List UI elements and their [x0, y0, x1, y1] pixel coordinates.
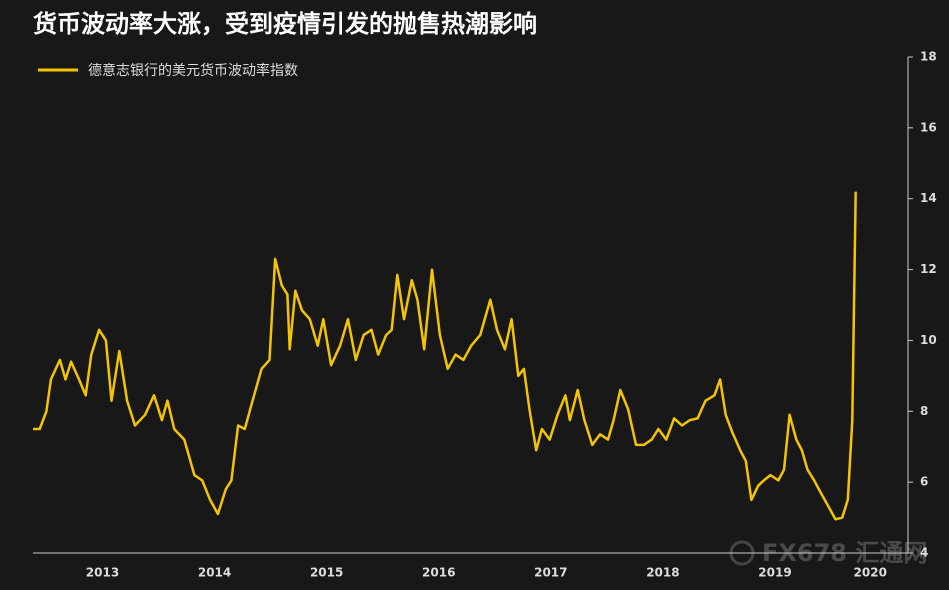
- x-tick-label: 2020: [854, 566, 887, 580]
- data-line: [33, 191, 857, 521]
- y-tick-label: 18: [920, 50, 937, 64]
- y-tick-label: 4: [920, 546, 928, 560]
- x-tick-label: 2014: [198, 566, 231, 580]
- y-tick-label: 12: [920, 262, 937, 276]
- y-tick-label: 16: [920, 120, 937, 134]
- x-tick-label: 2018: [646, 566, 679, 580]
- x-tick-label: 2016: [422, 566, 455, 580]
- y-tick-label: 14: [920, 191, 937, 205]
- y-tick-label: 8: [920, 404, 928, 418]
- x-tick-label: 2013: [86, 566, 119, 580]
- legend-label: 德意志银行的美元货币波动率指数: [88, 62, 298, 79]
- x-tick-label: 2015: [310, 566, 343, 580]
- x-tick-label: 2019: [758, 566, 791, 580]
- x-tick-label: 2017: [534, 566, 567, 580]
- y-tick-label: 6: [920, 475, 928, 489]
- chart-title: 货币波动率大涨，受到疫情引发的抛售热潮影响: [33, 10, 537, 38]
- y-tick-label: 10: [920, 333, 937, 347]
